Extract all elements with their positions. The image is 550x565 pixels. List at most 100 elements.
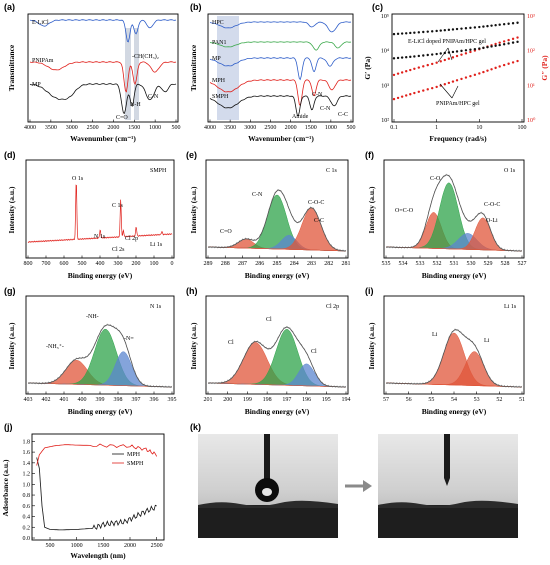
- panel-c-gprime-elicl-point: [413, 31, 416, 34]
- panel-d-xtick-label: 700: [42, 261, 51, 267]
- panel-b-oh-band: [217, 16, 239, 120]
- panel-e-xtick-label: 281: [342, 261, 351, 267]
- panel-d-xlabel: Binding energy (eV): [68, 271, 133, 280]
- panel-d-xtick-label: 600: [60, 261, 69, 267]
- panel-b-ylabel: Transmittance: [189, 44, 198, 91]
- panel-c-gprime-elicl-point: [409, 31, 412, 35]
- panel-g-xtick-label: 399: [96, 397, 105, 403]
- panel-a-label-elicl: E-LiCl: [32, 20, 49, 26]
- panel-d-xticks: 800 700 600 500 400 300 200 100 0: [24, 255, 174, 267]
- panel-g-xtick-label: 401: [60, 397, 69, 403]
- panel-d-peak-c1s: C 1s: [112, 203, 124, 209]
- panel-c-gdoubleprime-pnipam-point: [502, 63, 506, 67]
- panel-c-gprime-pnipam-point: [409, 55, 412, 59]
- panel-e-peak-co: C=O: [220, 229, 232, 235]
- panel-b-label-mph: MPH: [212, 78, 226, 84]
- panel-c-gprime-elicl-point: [439, 29, 442, 32]
- panel-e-xtick-label: 283: [307, 261, 316, 267]
- panel-a-xtick-label: 2500: [87, 125, 99, 131]
- panel-c-gdoubleprime-elicl-point: [426, 63, 429, 67]
- panel-j-ytick-label: 1.4: [23, 461, 31, 467]
- panel-j-xlabel: Wavelength (nm): [70, 551, 126, 560]
- panel-j-ticks: 500 1000 1500 2000 2500 0.0 0.2 0.4 0.6 0.8 1.0 1.2…: [23, 439, 163, 549]
- panel-e-background-line: [208, 246, 346, 252]
- panel-b-xtick-label: 3000: [244, 125, 256, 131]
- panel-b-xtick-label: 2500: [264, 125, 276, 131]
- panel-i: 57 56 55 54 53 52 51 (i) Li 1s Binding energy …: [365, 286, 525, 416]
- panel-c-xlabel: Frequency (rad/s): [429, 134, 487, 143]
- panel-j-ytick-label: 1.8: [23, 439, 31, 445]
- panel-f-envelope: [386, 174, 522, 252]
- panel-e-xtick-label: 284: [290, 261, 299, 267]
- panel-c-gdoubleprime-pnipam-point: [498, 65, 501, 68]
- panel-d-survey-trace: [27, 184, 173, 244]
- panel-f-component-1: [385, 182, 523, 252]
- panel-i-component-0: [385, 332, 523, 388]
- panel-c-arrow-bottom: [439, 83, 459, 99]
- panel-h-fit: [207, 325, 347, 389]
- panel-i-fit: [385, 328, 523, 389]
- panel-c-gdoubleprime-pnipam-point: [486, 69, 489, 72]
- panel-f-fit: [385, 173, 523, 253]
- panel-f-xtick-label: 534: [399, 261, 408, 267]
- panel-b-label-smph: SMPH: [212, 94, 229, 100]
- photo-right-needle: [444, 434, 450, 478]
- panel-h-background-line: [208, 382, 346, 388]
- panel-f-peak-co: C-O: [430, 176, 441, 182]
- panel-c-gdoubleprime-pnipam-point: [413, 91, 416, 95]
- panel-c-gprime-elicl-point: [460, 27, 463, 30]
- panel-c-gprime-pnipam-point: [396, 56, 400, 60]
- panel-c-gdoubleprime-elicl-point: [443, 58, 447, 62]
- panel-e-ylabel: Intensity (a.u.): [189, 186, 198, 233]
- panel-c-gdoubleprime-pnipam-point: [409, 93, 412, 96]
- panel-c-gdoubleprime-pnipam-point: [464, 76, 468, 79]
- panel-c-gdoubleprime-elicl-point: [396, 72, 400, 75]
- panel-c-gprime-pnipam-point: [455, 50, 459, 53]
- panel-b-xtick-label: 500: [347, 125, 356, 131]
- panel-c-gprime-pnipam-point: [413, 55, 416, 58]
- panel-f-xticks: 535 534 533 532 531 530 529 528 527: [382, 255, 527, 267]
- panel-c-gprime-elicl-point: [400, 32, 404, 35]
- panel-c-gprime-pnipam-point: [482, 46, 485, 50]
- panel-c-gprime-elicl-point: [464, 27, 468, 30]
- panel-h-xtick-label: 201: [204, 397, 213, 403]
- panel-a-ylabel: Transmittance: [7, 44, 16, 91]
- panel-d-xtick-label: 200: [132, 261, 141, 267]
- panel-a-band1: [125, 28, 131, 120]
- panel-b-ann-amide: Amide: [292, 114, 309, 120]
- panel-c-gdoubleprime-pnipam-point: [511, 61, 515, 64]
- panel-d-peak-cl2p: Cl 2p: [125, 236, 138, 242]
- panel-j-ytick-label: 1.0: [23, 482, 31, 488]
- panel-g-ylabel: Intensity (a.u.): [7, 322, 16, 369]
- panel-c-gprime-elicl-point: [447, 28, 451, 32]
- panel-a-trace-elicl: [29, 19, 177, 43]
- panel-c-gprime-pnipam-point: [405, 56, 408, 59]
- panel-c-gdoubleprime-pnipam-point: [460, 77, 463, 81]
- panel-c-gprime-pnipam-point: [439, 52, 442, 55]
- panel-c-points: [392, 21, 519, 101]
- panel-c-gdoubleprime-pnipam-point: [405, 94, 408, 97]
- panel-b-trace-mp: [209, 57, 352, 81]
- panel-c-gprime-pnipam-point: [511, 41, 515, 44]
- panel-c-gprime-elicl-point: [417, 31, 421, 34]
- panel-i-envelope: [386, 329, 522, 388]
- panel-j-xtick-label: 1500: [97, 543, 109, 549]
- panel-i-xlabel: Binding energy (eV): [422, 407, 487, 416]
- panel-j-ytick-label: 0.6: [23, 504, 31, 510]
- panel-c-gdoubleprime-pnipam-point: [439, 84, 442, 87]
- panel-e-xtick-label: 287: [238, 261, 247, 267]
- panel-c-gprime-pnipam-point: [464, 49, 468, 52]
- panel-c-gdoubleprime-elicl-point: [447, 57, 451, 60]
- panel-h-ylabel: Intensity (a.u.): [189, 322, 198, 369]
- panel-c-gprime-elicl-point: [516, 21, 519, 24]
- panel-c-ylabel-right: G″ (Pa): [540, 55, 549, 81]
- panel-e: 289 288 287 286 285 284 283 282 281 (e) C 1s Bin…: [186, 150, 351, 280]
- panel-c-gdoubleprime-pnipam-point: [392, 97, 396, 101]
- panel-c-gdoubleprime-pnipam-point: [400, 95, 404, 98]
- panel-c-gprime-pnipam-point: [494, 44, 497, 47]
- panel-c-gdoubleprime-pnipam-point: [516, 59, 519, 63]
- panel-e-xtick-label: 286: [255, 261, 264, 267]
- panel-e-letter: (e): [186, 150, 197, 160]
- panel-g-component-1: [27, 328, 173, 388]
- panel-g-letter: (g): [4, 286, 16, 296]
